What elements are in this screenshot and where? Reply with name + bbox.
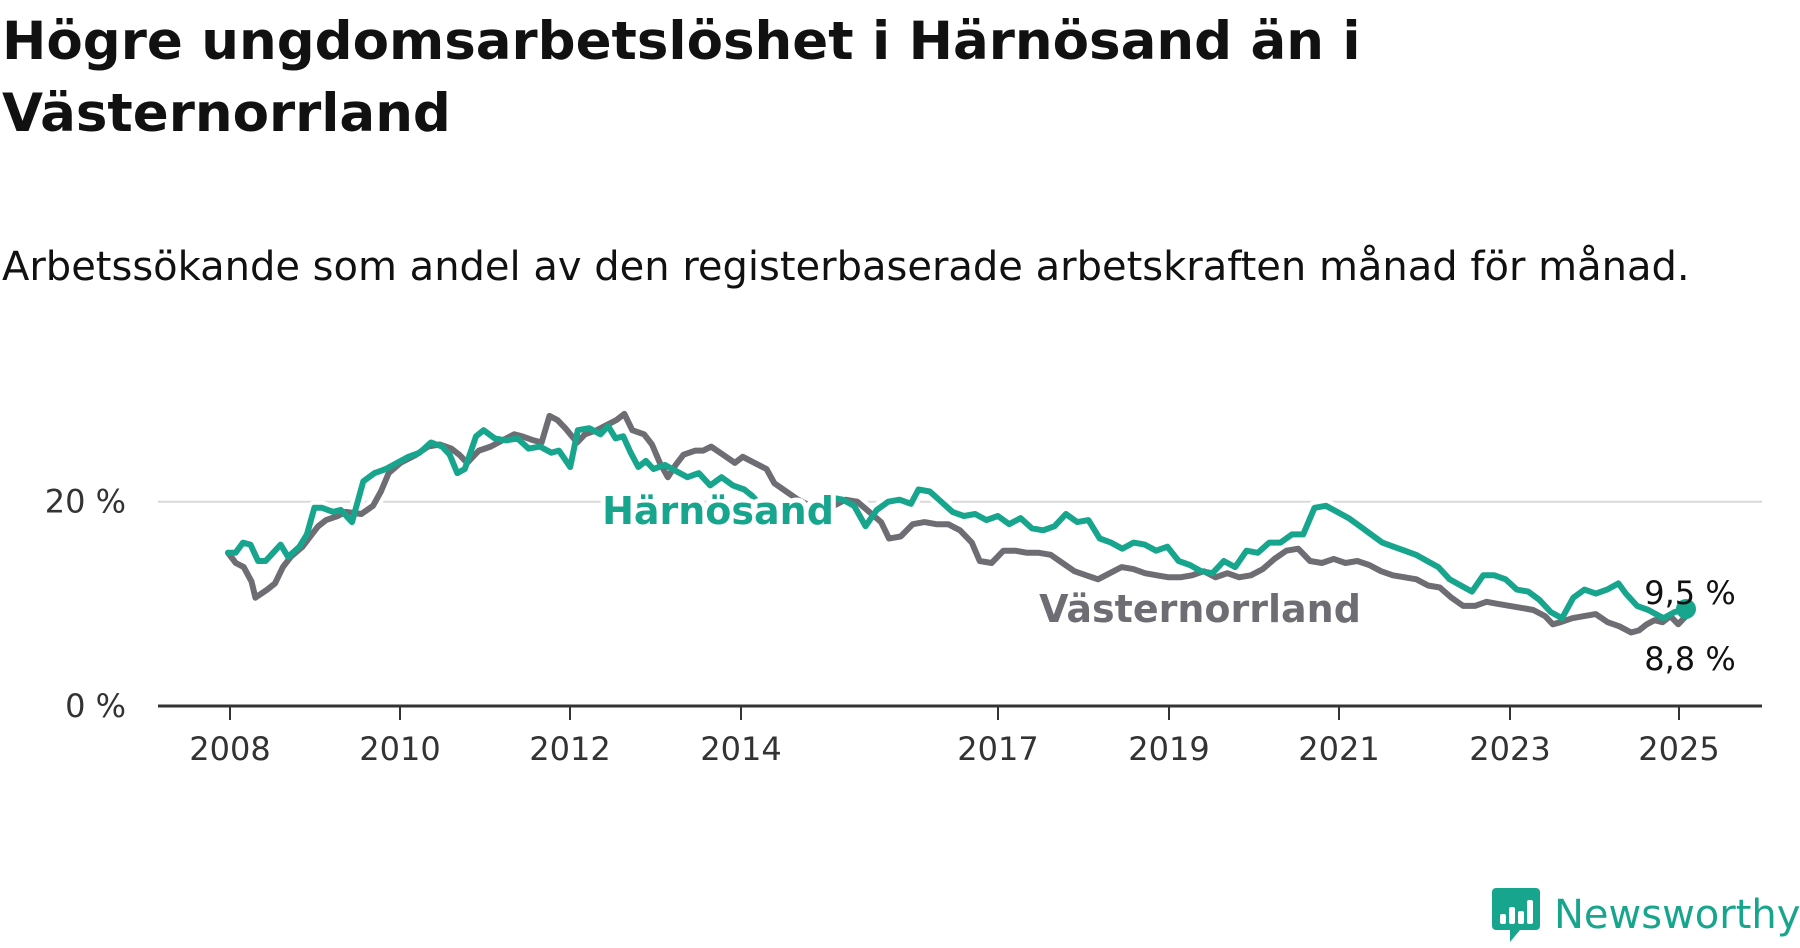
series-label: Härnösand — [602, 489, 834, 533]
newsworthy-logo-icon — [1492, 888, 1540, 942]
chart-subtitle: Arbetssökande som andel av den registerb… — [2, 244, 1690, 290]
x-tick-label: 2023 — [1469, 730, 1550, 768]
series-label-halo: Härnösand — [602, 489, 834, 533]
brand-name: Newsworthy — [1554, 892, 1800, 938]
series-label-halo: Västernorrland — [1039, 587, 1361, 631]
series-label: Västernorrland — [1039, 587, 1361, 631]
y-tick-label: 20 % — [45, 483, 126, 521]
series-line — [225, 410, 1689, 636]
newsworthy-brand[interactable]: Newsworthy — [1492, 888, 1800, 942]
x-tick-label: 2010 — [359, 730, 440, 768]
end-value-label: 9,5 % — [1644, 574, 1735, 612]
x-tick-label: 2014 — [700, 730, 781, 768]
x-tick-label: 2019 — [1128, 730, 1209, 768]
x-tick-label: 2012 — [529, 730, 610, 768]
x-tick-label: 2017 — [957, 730, 1038, 768]
x-tick-label: 2008 — [189, 730, 270, 768]
series-labels: 9,5 %8,8 %HärnösandHärnösandVästernorrla… — [597, 484, 1736, 678]
series-end-marker — [1676, 598, 1696, 619]
series-line — [225, 423, 1689, 622]
x-tick-label: 2021 — [1298, 730, 1379, 768]
chart-title: Högre ungdomsarbetslöshet i Härnösand än… — [2, 11, 1361, 144]
x-tick-label: 2025 — [1638, 730, 1719, 768]
end-value-label: 8,8 % — [1644, 640, 1735, 678]
y-tick-label: 0 % — [65, 687, 126, 725]
x-axis: 0 % 20 % 2008 2010 2012 2014 2017 2019 2021 2023 2… — [45, 483, 1762, 768]
series-lines — [221, 406, 1696, 640]
